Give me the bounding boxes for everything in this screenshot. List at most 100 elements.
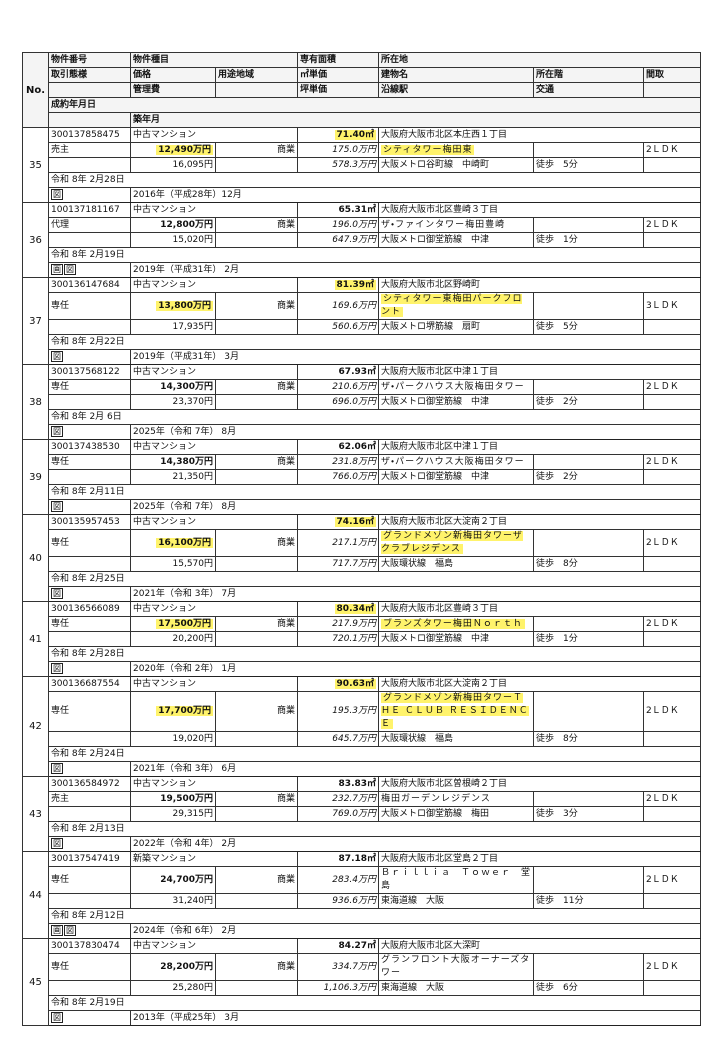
contract-date: 令和 8年 2月12日 <box>47 908 702 924</box>
address: 大阪府大阪市北区豊崎３丁目 <box>378 202 702 218</box>
row-line: 45 300137830474 中古マンション 84.27㎡ 大阪府大阪市北区大深町 <box>22 938 702 1026</box>
layout: 2ＬＤＫ <box>643 791 702 807</box>
area: 67.93㎡ <box>297 364 380 380</box>
building: ブランズタワー梅田Ｎｏｒｔｈ <box>378 616 535 632</box>
floor <box>533 691 645 732</box>
tsubo-price: 578.3万円 <box>297 157 380 173</box>
address: 大阪府大阪市北区野崎町 <box>378 277 702 293</box>
header-cell <box>214 82 299 98</box>
table-body: 35 300137858475 中古マンション 71.40㎡ 大阪府大阪市北区本庄西１丁… <box>22 127 702 1026</box>
row-line: 専任 14,380万円 商業 231.8万円 ザ・パークハウス大阪梅田タワー 2ＬＤＫ <box>23 454 702 470</box>
row-line: 専任 14,300万円 商業 210.6万円 ザ・パークハウス大阪梅田タワー 2ＬＤＫ <box>23 379 702 395</box>
station: 大阪メトロ谷町線 中崎町 <box>378 157 535 173</box>
property-id: 300137568122 <box>48 364 131 380</box>
contract-date: 令和 8年 2月13日 <box>47 821 702 837</box>
icon-cell: 画図 <box>48 923 131 939</box>
icon: 図 <box>51 587 63 599</box>
access: 徒歩 11分 <box>533 893 645 909</box>
row-line: 専任 17,700万円 商業 195.3万円 グランドメゾン新梅田タワーＴＨＥ ＣＬＵＢ… <box>23 691 702 732</box>
property-type: 中古マンション <box>129 364 299 380</box>
built: 2021年（令和 3年） 7月 <box>129 586 702 602</box>
contract-date: 令和 8年 2月22日 <box>47 334 702 350</box>
row-line: 17,935円 560.6万円 大阪メトロ堺筋線 扇町 徒歩 5分 <box>23 319 702 335</box>
unit-price: 210.6万円 <box>297 379 380 395</box>
area: 71.40㎡ <box>297 127 380 143</box>
station: 大阪環状線 福島 <box>378 731 535 747</box>
row-no: 38 <box>22 364 49 440</box>
blank <box>643 806 702 822</box>
tsubo-price: 936.6万円 <box>297 893 380 909</box>
header-cell: 物件種目 <box>129 52 299 68</box>
icon-cell: 図 <box>48 187 131 203</box>
row-line: 15,020円 647.9万円 大阪メトロ御堂筋線 中津 徒歩 1分 <box>23 232 702 248</box>
tsubo-price: 717.7万円 <box>297 556 380 572</box>
row-no: 40 <box>22 514 49 602</box>
price-highlight: 12,490万円 <box>156 144 213 155</box>
property-type: 中古マンション <box>129 439 299 455</box>
address: 大阪府大阪市北区中津１丁目 <box>378 364 702 380</box>
row-no: 43 <box>22 776 49 852</box>
blank <box>48 232 131 248</box>
transaction: 代理 <box>48 217 131 233</box>
access: 徒歩 2分 <box>533 394 645 410</box>
blank <box>48 631 131 647</box>
transaction: 売主 <box>48 142 131 158</box>
property-id: 100137181167 <box>48 202 131 218</box>
mgmt-fee: 31,240円 <box>130 893 216 909</box>
property-id: 300136687554 <box>48 676 131 692</box>
unit-price: 334.7万円 <box>297 953 380 981</box>
row-line: 29,315円 769.0万円 大阪メトロ御堂筋線 梅田 徒歩 3分 <box>23 806 702 822</box>
built: 2016年（平成28年）12月 <box>129 187 702 203</box>
price: 14,380万円 <box>130 454 216 470</box>
blank <box>643 731 702 747</box>
blank <box>48 980 131 996</box>
layout: 2ＬＤＫ <box>643 529 702 557</box>
transaction: 専任 <box>48 454 131 470</box>
price: 24,700万円 <box>130 866 216 894</box>
price: 17,500万円 <box>130 616 216 632</box>
floor <box>533 217 645 233</box>
price: 28,200万円 <box>130 953 216 981</box>
row-line: 36 100137181167 中古マンション 65.31㎡ 大阪府大阪市北区豊崎３丁目 <box>22 202 702 278</box>
mgmt-fee: 25,280円 <box>130 980 216 996</box>
header-cell: No. <box>22 52 49 128</box>
property-id: 300136566089 <box>48 601 131 617</box>
unit-price: 169.6万円 <box>297 292 380 320</box>
header-cell: 物件番号 <box>48 52 131 68</box>
icon-cell: 図 <box>48 499 131 515</box>
blank <box>214 319 299 335</box>
price: 12,490万円 <box>130 142 216 158</box>
floor <box>533 953 645 981</box>
access: 徒歩 6分 <box>533 980 645 996</box>
access: 徒歩 1分 <box>533 631 645 647</box>
floor <box>533 454 645 470</box>
layout: 2ＬＤＫ <box>643 454 702 470</box>
unit-price: 195.3万円 <box>297 691 380 732</box>
transaction: 専任 <box>48 953 131 981</box>
contract-date: 令和 8年 2月25日 <box>47 571 702 587</box>
blank <box>48 394 131 410</box>
area-highlight: 71.40㎡ <box>334 129 377 140</box>
mgmt-fee: 15,020円 <box>130 232 216 248</box>
price: 13,800万円 <box>130 292 216 320</box>
header-cell: 専有面積 <box>297 52 380 68</box>
unit-price: 283.4万円 <box>297 866 380 894</box>
icon-cell: 図 <box>48 1010 131 1026</box>
building-highlight: シティタワー東梅田パークフロント <box>381 294 523 317</box>
row-line: 図 2013年（平成25年） 3月 <box>23 1010 702 1026</box>
zoning: 商業 <box>214 866 299 894</box>
tsubo-price: 720.1万円 <box>297 631 380 647</box>
price: 17,700万円 <box>130 691 216 732</box>
blank <box>48 806 131 822</box>
row-line: 図 2019年（平成31年） 3月 <box>23 349 702 365</box>
building: グランフロント大阪オーナーズタワー <box>378 953 535 981</box>
price: 16,100万円 <box>130 529 216 557</box>
access: 徒歩 8分 <box>533 556 645 572</box>
row-line: 令和 8年 2月19日 <box>23 995 702 1011</box>
building: ザ・パークハウス大阪梅田タワー <box>378 454 535 470</box>
property-id: 300137438530 <box>48 439 131 455</box>
row-no: 41 <box>22 601 49 677</box>
blank <box>214 980 299 996</box>
tsubo-price: 647.9万円 <box>297 232 380 248</box>
price-highlight: 17,700万円 <box>156 706 213 716</box>
